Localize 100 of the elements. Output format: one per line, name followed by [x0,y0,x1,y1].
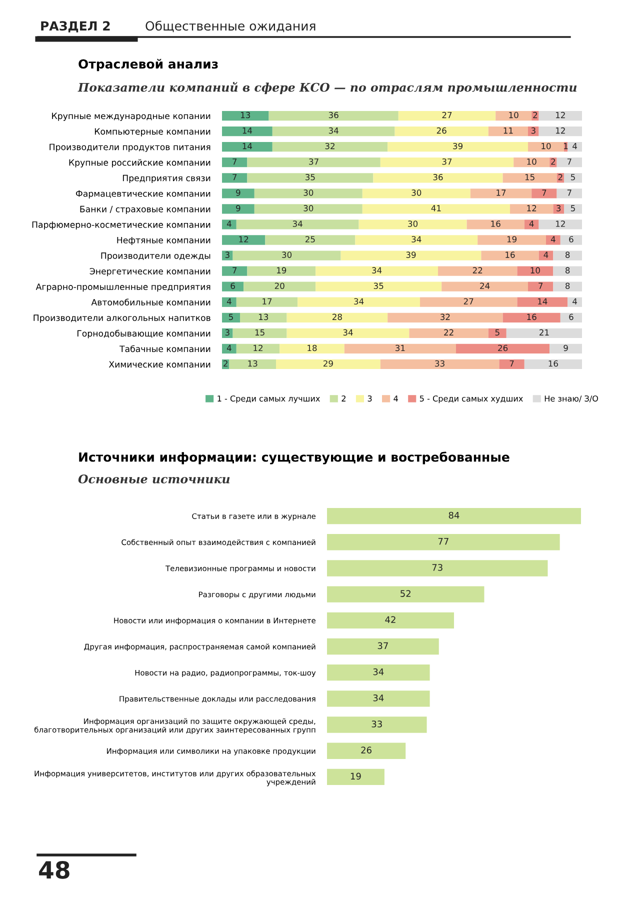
bar [222,282,244,292]
bar [327,690,430,707]
data-label: 7 [542,190,546,196]
data-label: 34 [373,668,384,676]
bar [502,312,560,322]
bar [438,266,518,276]
bar [327,534,560,550]
bar [373,173,503,183]
bar [222,344,236,354]
bar [222,204,254,214]
data-label: 1 [564,143,568,150]
bar [222,297,236,307]
data-label: 37 [309,158,318,165]
data-label: 18 [308,344,317,352]
bar [488,328,506,338]
data-label: 4 [572,143,577,150]
data-label: 34 [354,298,364,305]
data-label: 36 [328,112,338,118]
bar [532,110,539,121]
data-label: 30 [412,190,422,196]
bar [538,220,582,230]
y-tick-label: Производители продуктов питания [50,144,210,152]
bar [564,204,582,214]
bar [247,266,316,276]
bar [280,344,344,354]
legend-label: 4 [394,396,398,402]
bar [568,142,582,152]
data-label: 39 [406,252,416,258]
bar [556,188,582,198]
data-label: 20 [274,282,284,290]
data-label: 3 [225,329,230,336]
data-label: 26 [436,127,446,134]
data-label: 32 [440,314,450,320]
data-label: 30 [282,252,292,258]
data-label: 7 [232,158,237,165]
legend-label: Не знаю/ З/О [544,395,598,402]
data-label: 10 [509,112,518,118]
data-label: 36 [433,174,443,180]
data-label: 10 [527,158,536,165]
data-label: 13 [241,112,250,118]
bar [327,742,406,759]
bar [232,328,287,338]
y-tick-label: Энергетические компании [90,268,210,276]
legend-label: 5 - Среди самых худших [420,395,523,404]
text: 48 [39,860,70,879]
y-tick-label: Компьютерные компании [94,128,210,136]
data-label: 31 [396,344,405,352]
bar [481,250,539,260]
data-label: 84 [448,512,460,519]
bar [316,282,442,292]
data-label: 52 [400,590,410,597]
bar [398,110,496,121]
chart-subtitle: Показатели компаний в сфере КСО — по отраслям промышленности [78,82,577,94]
bar [272,126,395,136]
bar [442,282,528,292]
data-label: 3 [556,205,561,212]
data-label: 19 [277,267,286,274]
data-label: 14 [242,128,252,134]
bar [222,110,269,121]
bar [470,188,532,198]
bar [327,768,384,786]
chart-title: Источники информации: существующие и востребованные [79,452,510,464]
y-tick-label: Аграрно-промышленные предприятия [36,284,210,292]
bar [524,220,539,230]
y-tick-label: Производители одежды [101,252,210,261]
bar [564,173,582,183]
data-label: 16 [548,360,558,367]
data-label: 77 [438,538,448,545]
data-label: 7 [232,174,237,180]
data-label: 73 [432,564,442,571]
y-tick-label: Нефтяные компании [117,236,210,246]
bar [244,282,316,292]
bar [268,110,398,121]
data-label: 21 [540,329,549,336]
bar [528,126,539,136]
bar [327,560,548,576]
legend-label: 1 - Среди самых лучших [218,395,320,404]
y-tick-label: Производители алкогольных напитков [34,314,210,323]
data-label: 14 [242,143,252,150]
bar [254,188,362,198]
data-label: 12 [239,236,248,242]
y-tick-label: Химические компании [108,361,210,368]
bar [327,664,430,681]
data-label: 34 [372,267,382,274]
data-label: 34 [373,694,384,702]
y-tick-label: Табачные компании [119,345,210,352]
y-tick-label: Банки / страховые компании [80,206,210,214]
bar [388,312,503,322]
data-label: 29 [324,360,333,367]
bar [222,250,233,260]
bar [546,235,560,245]
bar [362,188,470,198]
data-label: 7 [567,158,572,165]
bar [355,235,478,245]
data-label: 2 [224,360,228,367]
data-label: 41 [431,205,441,212]
data-label: 3 [225,252,230,258]
data-label: 27 [464,298,474,304]
data-label: 16 [506,252,515,258]
bar [276,359,380,370]
